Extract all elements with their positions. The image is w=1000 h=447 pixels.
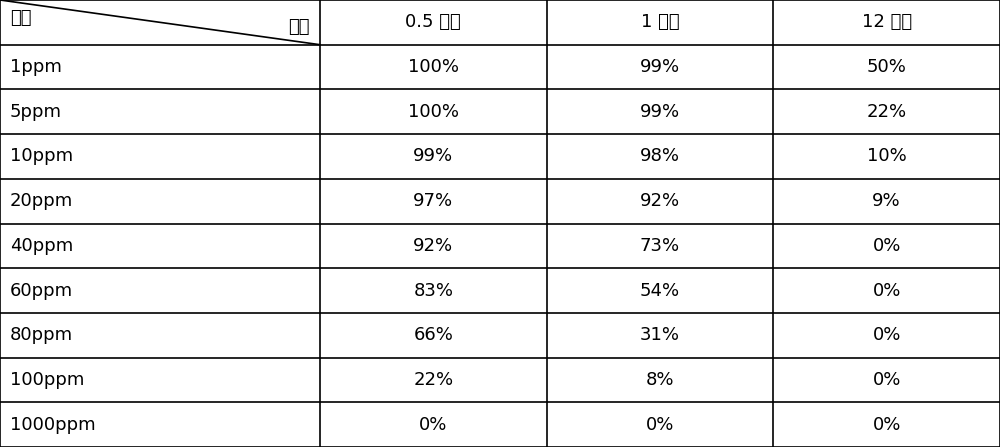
Text: 12 小时: 12 小时	[862, 13, 912, 31]
Text: 98%: 98%	[640, 148, 680, 165]
Text: 100ppm: 100ppm	[10, 371, 84, 389]
Text: 99%: 99%	[640, 58, 680, 76]
Text: 0%: 0%	[872, 282, 901, 299]
Text: 60ppm: 60ppm	[10, 282, 73, 299]
Text: 0%: 0%	[872, 416, 901, 434]
Text: 22%: 22%	[413, 371, 453, 389]
Text: 73%: 73%	[640, 237, 680, 255]
Text: 0%: 0%	[872, 237, 901, 255]
Text: 0%: 0%	[646, 416, 674, 434]
Text: 50%: 50%	[867, 58, 907, 76]
Text: 100%: 100%	[408, 103, 459, 121]
Text: 99%: 99%	[413, 148, 453, 165]
Text: 100%: 100%	[408, 58, 459, 76]
Text: 1000ppm: 1000ppm	[10, 416, 96, 434]
Text: 40ppm: 40ppm	[10, 237, 73, 255]
Text: 92%: 92%	[640, 192, 680, 210]
Text: 83%: 83%	[413, 282, 453, 299]
Text: 31%: 31%	[640, 326, 680, 344]
Text: 0%: 0%	[872, 326, 901, 344]
Text: 80ppm: 80ppm	[10, 326, 73, 344]
Text: 97%: 97%	[413, 192, 453, 210]
Text: 8%: 8%	[646, 371, 674, 389]
Text: 22%: 22%	[867, 103, 907, 121]
Text: 99%: 99%	[640, 103, 680, 121]
Text: 0%: 0%	[872, 371, 901, 389]
Text: 0.5 小时: 0.5 小时	[405, 13, 461, 31]
Text: 20ppm: 20ppm	[10, 192, 73, 210]
Text: 0%: 0%	[419, 416, 448, 434]
Text: 54%: 54%	[640, 282, 680, 299]
Text: 9%: 9%	[872, 192, 901, 210]
Text: 92%: 92%	[413, 237, 453, 255]
Text: 10%: 10%	[867, 148, 907, 165]
Text: 66%: 66%	[413, 326, 453, 344]
Text: 1 小时: 1 小时	[641, 13, 679, 31]
Text: 5ppm: 5ppm	[10, 103, 62, 121]
Text: 时间: 时间	[288, 18, 310, 36]
Text: 1ppm: 1ppm	[10, 58, 62, 76]
Text: 10ppm: 10ppm	[10, 148, 73, 165]
Text: 浓度: 浓度	[10, 9, 32, 27]
